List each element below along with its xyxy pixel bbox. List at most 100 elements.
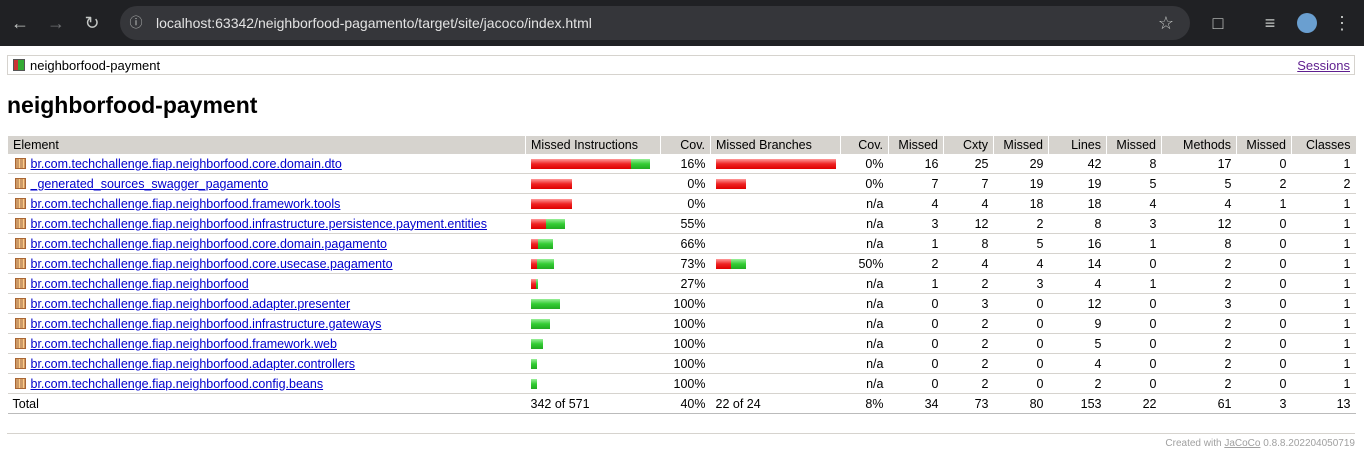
column-header[interactable]: Missed Branches (710, 136, 841, 154)
column-header[interactable]: Cov. (660, 136, 711, 154)
package-link[interactable]: br.com.techchallenge.fiap.neighborfood.c… (30, 236, 388, 251)
missed-lines: 0 (993, 353, 1049, 374)
column-header[interactable]: Lines (1048, 136, 1107, 154)
header-row: Element Missed Instructions Cov. Missed Bra… (7, 136, 1356, 154)
table-row: br.com.techchallenge.fiap.neighborfood 27… (7, 273, 1356, 294)
branches-bar-cell (710, 273, 841, 294)
package-link[interactable]: br.com.techchallenge.fiap.neighborfood.c… (30, 256, 393, 271)
element-cell: br.com.techchallenge.fiap.neighborfood.c… (7, 233, 526, 254)
classes: 1 (1291, 373, 1356, 394)
table-row: br.com.techchallenge.fiap.neighborfood.i… (7, 213, 1356, 234)
column-header[interactable]: Methods (1161, 136, 1237, 154)
element-cell: br.com.techchallenge.fiap.neighborfood.c… (7, 253, 526, 274)
element-cell: br.com.techchallenge.fiap.neighborfood.a… (7, 293, 526, 314)
missed-classes: 0 (1236, 353, 1292, 374)
site-info[interactable]: ⓘ (129, 15, 143, 30)
branches-bar-cell (710, 353, 841, 374)
lines: 4 (1048, 353, 1107, 374)
package-link[interactable]: br.com.techchallenge.fiap.neighborfood.f… (30, 196, 341, 211)
breadcrumb-label: neighborfood-payment (30, 58, 161, 73)
branch-coverage: 0% (840, 173, 889, 194)
sessions-link[interactable]: Sessions (1297, 58, 1350, 73)
package-link[interactable]: br.com.techchallenge.fiap.neighborfood.c… (30, 376, 324, 391)
column-header[interactable]: Missed Instructions (525, 136, 661, 154)
column-header[interactable]: Cxty (943, 136, 994, 154)
back-button[interactable]: ← (11, 13, 29, 33)
media[interactable]: ≡ (1264, 13, 1276, 33)
column-header[interactable]: Missed (993, 136, 1049, 154)
column-header[interactable]: Classes (1291, 136, 1356, 154)
total-cell: 342 of 571 (525, 393, 661, 414)
package-link[interactable]: _generated_sources_swagger_pagamento (30, 176, 269, 191)
extensions[interactable]: □ (1212, 13, 1224, 33)
cxty: 2 (943, 373, 994, 394)
branches-bar-cell (710, 293, 841, 314)
missed-cxty: 3 (888, 213, 944, 234)
missed-classes: 0 (1236, 293, 1292, 314)
missed-methods: 1 (1106, 233, 1162, 254)
instruction-coverage: 100% (660, 333, 711, 354)
total-cell: 73 (943, 393, 994, 414)
total-cell: 80 (993, 393, 1049, 414)
cxty: 4 (943, 253, 994, 274)
methods: 17 (1161, 154, 1237, 174)
missed-bar (530, 159, 632, 170)
instructions-bar-cell (525, 333, 661, 354)
package-link[interactable]: br.com.techchallenge.fiap.neighborfood.f… (30, 336, 337, 351)
instruction-coverage: 0% (660, 193, 711, 214)
url: localhost:63342/neighborfood-pagamento/t… (156, 15, 592, 31)
menu[interactable]: ⋮ (1333, 13, 1351, 33)
cxty: 3 (943, 293, 994, 314)
table-row: br.com.techchallenge.fiap.neighborfood.c… (7, 373, 1356, 394)
package-icon (14, 297, 26, 309)
address-bar[interactable]: ⓘ localhost:63342/neighborfood-pagamento… (120, 6, 1190, 40)
forward-button[interactable]: → (47, 13, 65, 33)
missed-classes: 0 (1236, 373, 1292, 394)
column-header[interactable]: Missed (1236, 136, 1292, 154)
missed-classes: 0 (1236, 154, 1292, 174)
missed-lines: 0 (993, 313, 1049, 334)
package-link[interactable]: br.com.techchallenge.fiap.neighborfood.a… (30, 296, 351, 311)
missed-bar (530, 259, 537, 270)
missed-cxty: 0 (888, 313, 944, 334)
element-cell: br.com.techchallenge.fiap.neighborfood.f… (7, 193, 526, 214)
covered-bar (535, 279, 538, 290)
missed-lines: 4 (993, 253, 1049, 274)
bookmark-star[interactable]: ☆ (1157, 13, 1175, 33)
column-header[interactable]: Element (7, 136, 526, 154)
missed-classes: 0 (1236, 273, 1292, 294)
instructions-bar-cell (525, 253, 661, 274)
instruction-coverage: 66% (660, 233, 711, 254)
classes: 1 (1291, 253, 1356, 274)
missed-lines: 18 (993, 193, 1049, 214)
total-cell: 8% (840, 393, 889, 414)
covered-bar (631, 159, 651, 170)
package-link[interactable]: br.com.techchallenge.fiap.neighborfood.c… (30, 156, 342, 171)
instruction-coverage: 100% (660, 313, 711, 334)
total-cell: 13 (1291, 393, 1356, 414)
instruction-coverage: 73% (660, 253, 711, 274)
column-header[interactable]: Cov. (840, 136, 889, 154)
column-header[interactable]: Missed (1106, 136, 1162, 154)
methods: 2 (1161, 313, 1237, 334)
table-row: br.com.techchallenge.fiap.neighborfood.i… (7, 313, 1356, 334)
branches-bar-cell (710, 373, 841, 394)
element-cell: br.com.techchallenge.fiap.neighborfood.f… (7, 333, 526, 354)
missed-methods: 0 (1106, 373, 1162, 394)
total-cell: 22 (1106, 393, 1162, 414)
profile[interactable] (1297, 13, 1317, 33)
column-header[interactable]: Missed (888, 136, 944, 154)
element-cell: _generated_sources_swagger_pagamento (7, 173, 526, 194)
total-cell: 3 (1236, 393, 1292, 414)
package-link[interactable]: br.com.techchallenge.fiap.neighborfood.i… (30, 216, 488, 231)
branch-coverage: n/a (840, 233, 889, 254)
package-link[interactable]: br.com.techchallenge.fiap.neighborfood.a… (30, 356, 356, 371)
covered-bar (530, 379, 537, 390)
classes: 1 (1291, 213, 1356, 234)
reload-button[interactable]: ↻ (84, 13, 100, 33)
classes: 1 (1291, 233, 1356, 254)
jacoco-link[interactable]: JaCoCo (1224, 438, 1261, 449)
missed-lines: 29 (993, 154, 1049, 174)
package-link[interactable]: br.com.techchallenge.fiap.neighborfood (30, 276, 249, 291)
package-link[interactable]: br.com.techchallenge.fiap.neighborfood.i… (30, 316, 382, 331)
